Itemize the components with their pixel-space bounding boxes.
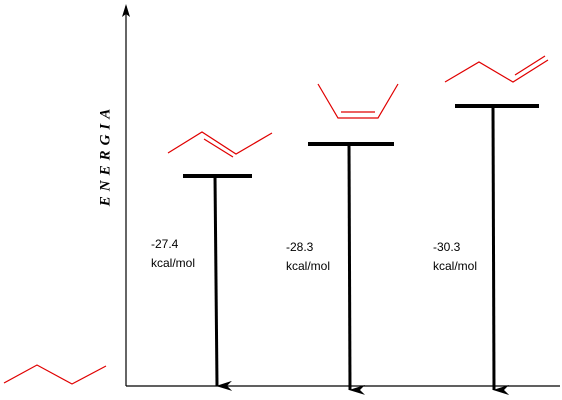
butane	[3, 364, 107, 385]
energy-arrow	[491, 105, 510, 395]
energy-unit: kcal/mol	[151, 256, 195, 270]
energy-arrow	[213, 175, 233, 391]
energy-value: -27.4	[151, 237, 179, 251]
double-bond	[514, 55, 546, 76]
energy-arrow	[347, 143, 366, 395]
energy-value: -28.3	[286, 240, 314, 254]
y-axis-arrow	[122, 4, 130, 17]
cis-2-butene	[317, 83, 399, 119]
double-bond	[203, 138, 234, 158]
energy-unit: kcal/mol	[433, 259, 477, 273]
energy-value: -30.3	[433, 240, 461, 254]
energy-unit: kcal/mol	[286, 259, 330, 273]
trans-2-butene	[167, 131, 273, 155]
axis-label: ENERGIA	[97, 104, 113, 208]
1-butene	[444, 59, 549, 83]
